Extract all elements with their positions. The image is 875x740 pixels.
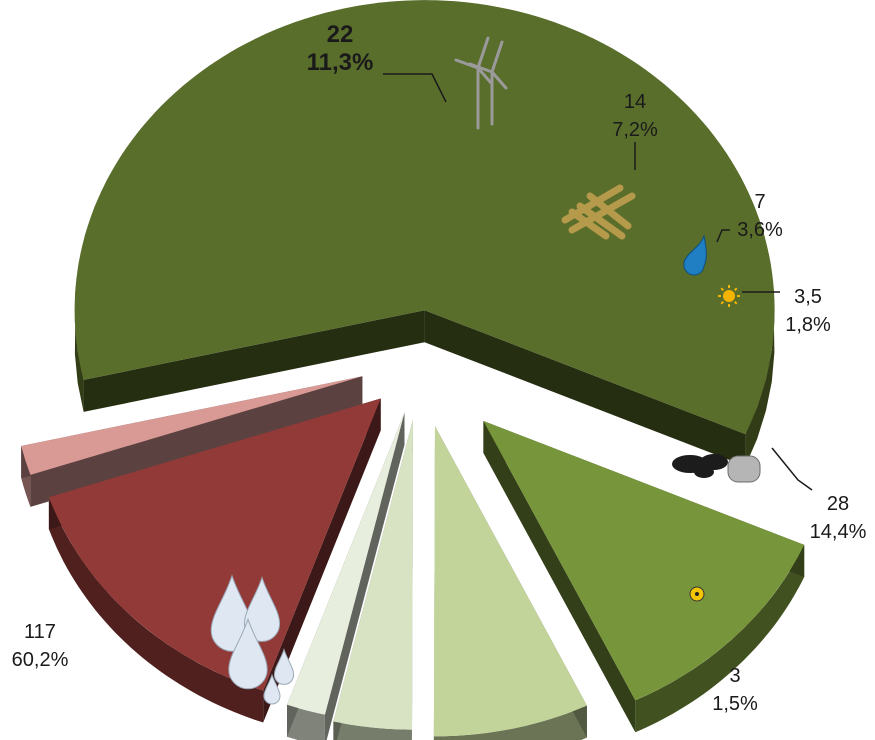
leader-line-1 xyxy=(383,73,447,103)
slice-value-label-4: 3,5 xyxy=(794,286,822,308)
sugarcane-icon xyxy=(561,184,636,240)
sun-icon xyxy=(718,285,740,307)
slice-percent-label-0: 60,2% xyxy=(12,649,69,671)
slice-rim-5 xyxy=(48,497,264,723)
leader-line-5 xyxy=(771,447,813,491)
slice-face-6-1 xyxy=(21,376,363,478)
slice-percent-label-1: 11,3% xyxy=(307,49,374,76)
water-drops-icon xyxy=(210,574,295,705)
slice-face-0-0 xyxy=(83,310,425,412)
slice-rim-2 xyxy=(433,705,587,740)
radiation-icon xyxy=(689,586,705,602)
slice-rim-3 xyxy=(333,721,412,740)
pie-slice-5 xyxy=(48,398,381,691)
slice-percent-label-2: 7,2% xyxy=(612,119,658,141)
slice-face-3-0 xyxy=(411,419,413,740)
wind-turbine-icon xyxy=(454,36,508,130)
slice-value-label-5: 28 xyxy=(827,493,849,515)
slice-percent-label-5: 14,4% xyxy=(810,521,867,543)
slice-rim-1 xyxy=(635,544,805,733)
oil-drop-icon xyxy=(683,234,707,276)
slice-percent-label-6: 1,5% xyxy=(712,693,758,715)
coal-gas-icon xyxy=(672,454,761,483)
slice-value-label-1: 22 xyxy=(327,21,354,48)
pie-slice-4 xyxy=(287,412,405,715)
slice-value-label-6: 3 xyxy=(729,665,740,687)
pie-slice-0 xyxy=(74,0,775,435)
slice-face-5-0 xyxy=(263,398,381,723)
slice-face-1-1 xyxy=(483,421,636,733)
slice-value-label-0: 117 xyxy=(24,621,56,643)
slice-percent-label-3: 3,6% xyxy=(737,219,783,241)
pie-slice-6 xyxy=(21,376,363,475)
pie-slice-3 xyxy=(333,419,413,730)
slice-face-4-0 xyxy=(324,412,405,740)
slice-icons xyxy=(210,36,761,705)
pie-slice-1 xyxy=(483,421,805,701)
slice-percent-label-4: 1,8% xyxy=(785,314,831,336)
slice-face-0-1 xyxy=(424,310,746,467)
leader-line-3 xyxy=(716,229,730,243)
slice-rim-4 xyxy=(287,704,325,740)
slice-value-label-3: 7 xyxy=(754,191,765,213)
pie-slice-2 xyxy=(433,426,587,737)
slice-tops xyxy=(21,0,805,737)
slice-value-label-2: 14 xyxy=(624,91,646,113)
